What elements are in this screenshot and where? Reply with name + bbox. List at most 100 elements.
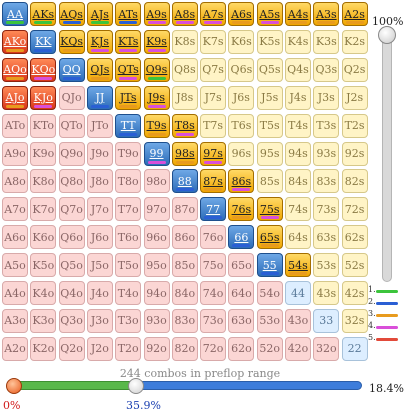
hand-cell-qjs[interactable]: QJs [86,57,113,82]
hand-cell-77[interactable]: 77 [200,197,227,222]
hand-cell-97o[interactable]: 97o [143,197,170,222]
hand-cell-83s[interactable]: 83s [313,169,340,194]
hand-cell-32o[interactable]: 32o [313,336,340,361]
hand-cell-87s[interactable]: 87s [200,169,227,194]
hand-cell-54s[interactable]: 54s [285,253,311,278]
hand-cell-66[interactable]: 66 [228,225,255,250]
hand-cell-k3s[interactable]: K3s [313,29,340,54]
hand-cell-j7o[interactable]: J7o [86,197,113,222]
hand-cell-73s[interactable]: 73s [313,197,340,222]
hand-cell-t9o[interactable]: T9o [115,141,142,166]
hand-cell-43o[interactable]: 43o [285,308,311,333]
hand-cell-k4s[interactable]: K4s [285,29,311,54]
hand-cell-k3o[interactable]: K3o [30,308,57,333]
hand-cell-64s[interactable]: 64s [285,225,311,250]
hand-cell-qts[interactable]: QTs [115,57,142,82]
hand-cell-k9o[interactable]: K9o [30,141,57,166]
hand-cell-j6o[interactable]: J6o [86,225,113,250]
hand-cell-kk[interactable]: KK [30,29,57,54]
hand-cell-j3s[interactable]: J3s [313,85,340,110]
hand-cell-52s[interactable]: 52s [341,253,368,278]
hand-cell-54o[interactable]: 54o [256,281,283,305]
hand-cell-33[interactable]: 33 [313,308,340,333]
hand-cell-t7s[interactable]: T7s [200,113,227,138]
hand-cell-q6s[interactable]: Q6s [228,57,255,82]
hand-cell-jj[interactable]: JJ [86,85,113,110]
hand-cell-82s[interactable]: 82s [341,169,368,194]
hand-cell-95o[interactable]: 95o [143,253,170,278]
hand-cell-42o[interactable]: 42o [285,336,311,361]
hand-cell-jts[interactable]: JTs [115,85,142,110]
hand-cell-94s[interactable]: 94s [285,141,311,166]
hand-cell-k6s[interactable]: K6s [228,29,255,54]
hand-cell-k5s[interactable]: K5s [256,29,283,54]
hand-cell-95s[interactable]: 95s [256,141,283,166]
hand-cell-72o[interactable]: 72o [200,336,227,361]
hand-cell-53o[interactable]: 53o [256,308,283,333]
hand-cell-t8o[interactable]: T8o [115,169,142,194]
hand-cell-q4s[interactable]: Q4s [285,57,311,82]
hand-cell-87o[interactable]: 87o [171,197,198,222]
hand-cell-75o[interactable]: 75o [200,253,227,278]
hand-cell-64o[interactable]: 64o [228,281,255,305]
range-high-handle[interactable] [128,378,144,394]
hand-cell-a2o[interactable]: A2o [2,336,28,361]
hand-cell-aa[interactable]: AA [2,2,28,26]
hand-cell-88[interactable]: 88 [171,169,198,194]
hand-cell-99[interactable]: 99 [143,141,170,166]
hand-cell-t4o[interactable]: T4o [115,281,142,305]
hand-cell-aqo[interactable]: AQo [2,57,28,82]
hand-cell-44[interactable]: 44 [285,281,311,305]
hand-cell-qq[interactable]: QQ [58,57,85,82]
hand-cell-a2s[interactable]: A2s [341,2,368,26]
hand-cell-kjo[interactable]: KJo [30,85,57,110]
hand-cell-86s[interactable]: 86s [228,169,255,194]
hand-cell-q2o[interactable]: Q2o [58,336,85,361]
hand-cell-62s[interactable]: 62s [341,225,368,250]
hand-cell-q3o[interactable]: Q3o [58,308,85,333]
hand-cell-kto[interactable]: KTo [30,113,57,138]
hand-cell-52o[interactable]: 52o [256,336,283,361]
hand-cell-t6o[interactable]: T6o [115,225,142,250]
hand-cell-a8s[interactable]: A8s [171,2,198,26]
hand-cell-k7o[interactable]: K7o [30,197,57,222]
hand-cell-85o[interactable]: 85o [171,253,198,278]
slider-track[interactable] [382,28,392,282]
hand-cell-a3s[interactable]: A3s [313,2,340,26]
hand-cell-q6o[interactable]: Q6o [58,225,85,250]
hand-cell-t3o[interactable]: T3o [115,308,142,333]
hand-cell-a3o[interactable]: A3o [2,308,28,333]
hand-cell-a7o[interactable]: A7o [2,197,28,222]
hand-cell-98o[interactable]: 98o [143,169,170,194]
hand-cell-92o[interactable]: 92o [143,336,170,361]
hand-cell-32s[interactable]: 32s [341,308,368,333]
hand-cell-k4o[interactable]: K4o [30,281,57,305]
hand-cell-j2s[interactable]: J2s [341,85,368,110]
hand-cell-t5o[interactable]: T5o [115,253,142,278]
hand-cell-63o[interactable]: 63o [228,308,255,333]
hand-cell-ako[interactable]: AKo [2,29,28,54]
hand-cell-j7s[interactable]: J7s [200,85,227,110]
slider-thumb[interactable] [378,26,396,44]
hand-cell-q9s[interactable]: Q9s [143,57,170,82]
hand-cell-k8s[interactable]: K8s [171,29,198,54]
hand-cell-qjo[interactable]: QJo [58,85,85,110]
hand-cell-tt[interactable]: TT [115,113,142,138]
hand-cell-74s[interactable]: 74s [285,197,311,222]
hand-cell-ajs[interactable]: AJs [86,2,113,26]
hand-cell-65s[interactable]: 65s [256,225,283,250]
hand-cell-k9s[interactable]: K9s [143,29,170,54]
hand-cell-74o[interactable]: 74o [200,281,227,305]
hand-cell-q8s[interactable]: Q8s [171,57,198,82]
hand-cell-62o[interactable]: 62o [228,336,255,361]
hand-cell-53s[interactable]: 53s [313,253,340,278]
hand-cell-q4o[interactable]: Q4o [58,281,85,305]
hand-cell-q7o[interactable]: Q7o [58,197,85,222]
range-percent-slider[interactable] [376,0,406,300]
hand-cell-84o[interactable]: 84o [171,281,198,305]
hand-cell-76s[interactable]: 76s [228,197,255,222]
hand-cell-85s[interactable]: 85s [256,169,283,194]
hand-cell-t9s[interactable]: T9s [143,113,170,138]
hand-cell-ajo[interactable]: AJo [2,85,28,110]
hand-cell-22[interactable]: 22 [341,336,368,361]
